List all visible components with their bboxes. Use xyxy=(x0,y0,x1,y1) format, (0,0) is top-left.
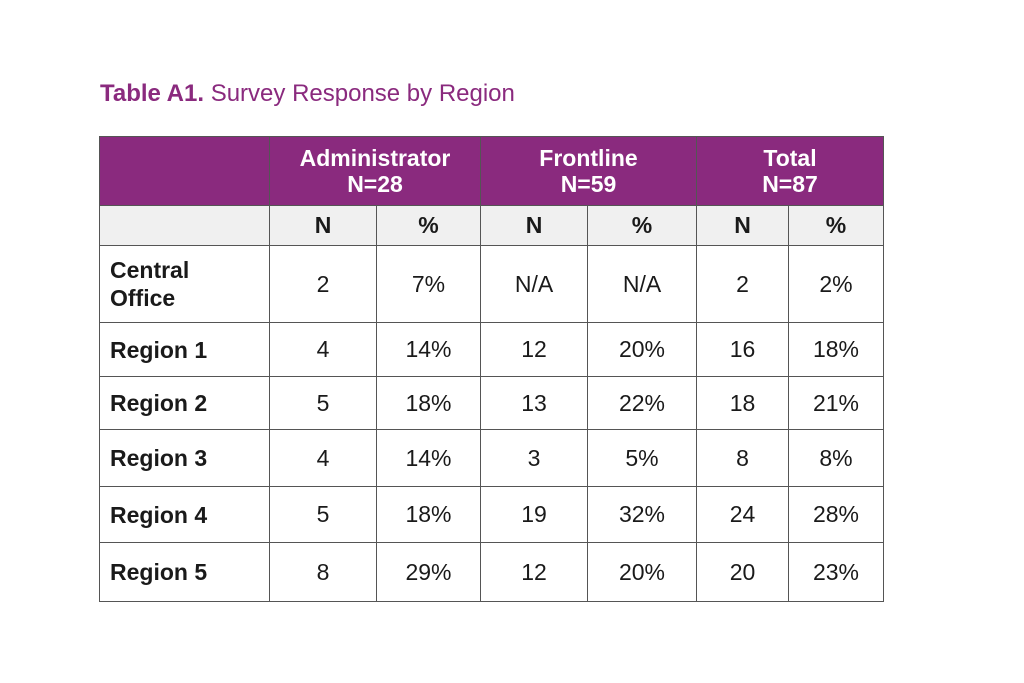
subheader-cell: N xyxy=(480,205,588,246)
table-cell: 22% xyxy=(587,376,697,430)
group-n: N=59 xyxy=(560,171,617,197)
subheader-cell: N xyxy=(696,205,789,246)
row-label: Region 3 xyxy=(99,429,270,487)
table-row: Central Office 2 7% N/A N/A 2 2% xyxy=(99,245,884,323)
table-cell: 4 xyxy=(269,429,377,487)
survey-table: Administrator N=28 Frontline N=59 Total … xyxy=(99,136,884,602)
table-cell: 8% xyxy=(788,429,884,487)
table-cell: 12 xyxy=(480,542,588,602)
row-label: Region 4 xyxy=(99,486,270,543)
corner-cell xyxy=(99,136,270,206)
table-cell: 12 xyxy=(480,322,588,377)
table-row: Region 1 4 14% 12 20% 16 18% xyxy=(99,322,884,377)
group-name: Frontline xyxy=(539,145,638,171)
table-cell: 18% xyxy=(376,486,481,543)
table-title: Table A1. Survey Response by Region xyxy=(100,80,515,108)
table-cell: N/A xyxy=(587,245,697,323)
group-header-administrator: Administrator N=28 xyxy=(269,136,481,206)
table-cell: 20% xyxy=(587,322,697,377)
subheader-cell: % xyxy=(376,205,481,246)
table-cell: 5 xyxy=(269,486,377,543)
table-cell: 24 xyxy=(696,486,789,543)
table-cell: 18 xyxy=(696,376,789,430)
group-name: Administrator xyxy=(299,145,451,171)
group-header-row: Administrator N=28 Frontline N=59 Total … xyxy=(99,136,884,206)
row-label: Region 2 xyxy=(99,376,270,430)
row-label: Region 5 xyxy=(99,542,270,602)
table-row: Region 3 4 14% 3 5% 8 8% xyxy=(99,429,884,487)
table-cell: 4 xyxy=(269,322,377,377)
table-cell: 20% xyxy=(587,542,697,602)
table-cell: 2% xyxy=(788,245,884,323)
subheader-cell: % xyxy=(788,205,884,246)
table-cell: N/A xyxy=(480,245,588,323)
table-cell: 18% xyxy=(376,376,481,430)
subheader-row: N % N % N % xyxy=(99,205,884,246)
table-cell: 20 xyxy=(696,542,789,602)
table-cell: 21% xyxy=(788,376,884,430)
table-cell: 5 xyxy=(269,376,377,430)
table-title-label: Table A1. xyxy=(100,80,205,107)
table-cell: 28% xyxy=(788,486,884,543)
table-cell: 8 xyxy=(269,542,377,602)
group-name: Total xyxy=(763,145,817,171)
table-cell: 29% xyxy=(376,542,481,602)
table-cell: 2 xyxy=(269,245,377,323)
table-cell: 5% xyxy=(587,429,697,487)
row-label: Region 1 xyxy=(99,322,270,377)
group-header-frontline: Frontline N=59 xyxy=(480,136,697,206)
table-cell: 3 xyxy=(480,429,588,487)
table-cell: 13 xyxy=(480,376,588,430)
table-row: Region 5 8 29% 12 20% 20 23% xyxy=(99,542,884,602)
subheader-blank xyxy=(99,205,270,246)
subheader-cell: % xyxy=(587,205,697,246)
table-cell: 14% xyxy=(376,322,481,377)
table-cell: 23% xyxy=(788,542,884,602)
group-header-total: Total N=87 xyxy=(696,136,884,206)
group-n: N=87 xyxy=(762,171,818,197)
table-cell: 7% xyxy=(376,245,481,323)
table-row: Region 2 5 18% 13 22% 18 21% xyxy=(99,376,884,430)
table-title-text: Survey Response by Region xyxy=(210,80,515,107)
subheader-cell: N xyxy=(269,205,377,246)
table-cell: 14% xyxy=(376,429,481,487)
table-cell: 32% xyxy=(587,486,697,543)
table-cell: 8 xyxy=(696,429,789,487)
table-cell: 18% xyxy=(788,322,884,377)
table-cell: 16 xyxy=(696,322,789,377)
table-row: Region 4 5 18% 19 32% 24 28% xyxy=(99,486,884,543)
row-label: Central Office xyxy=(99,245,270,323)
group-n: N=28 xyxy=(347,171,403,197)
table-cell: 2 xyxy=(696,245,789,323)
table-cell: 19 xyxy=(480,486,588,543)
